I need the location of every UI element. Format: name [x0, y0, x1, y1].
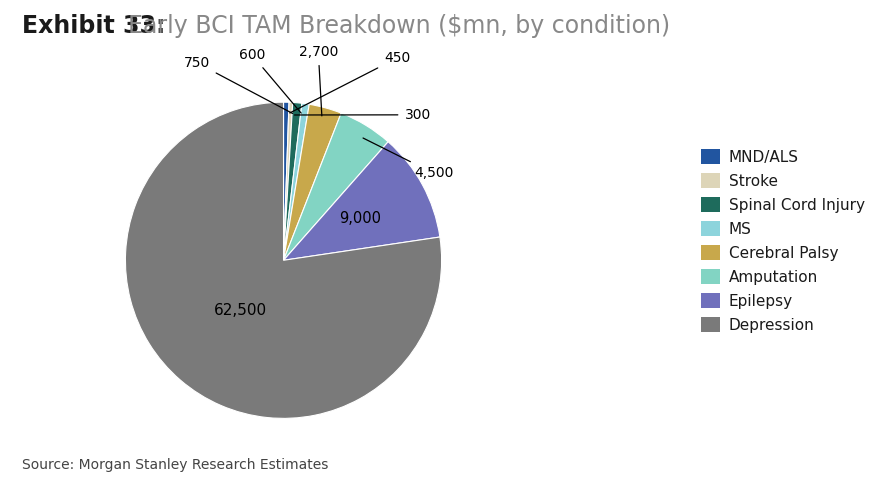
Legend: MND/ALS, Stroke, Spinal Cord Injury, MS, Cerebral Palsy, Amputation, Epilepsy, D: MND/ALS, Stroke, Spinal Cord Injury, MS,… [696, 145, 869, 337]
Wedge shape [284, 103, 309, 260]
Text: 9,000: 9,000 [339, 211, 381, 226]
Text: Exhibit 33:: Exhibit 33: [22, 14, 166, 39]
Wedge shape [284, 113, 388, 260]
Text: Early BCI TAM Breakdown ($mn, by condition): Early BCI TAM Breakdown ($mn, by conditi… [128, 14, 671, 39]
Wedge shape [284, 102, 292, 260]
Wedge shape [284, 102, 289, 260]
Wedge shape [126, 102, 441, 418]
Wedge shape [284, 104, 341, 260]
Text: 300: 300 [294, 108, 431, 122]
Text: 62,500: 62,500 [214, 303, 267, 318]
Text: 600: 600 [238, 48, 301, 113]
Text: 4,500: 4,500 [363, 138, 454, 180]
Text: 750: 750 [183, 55, 292, 113]
Text: 2,700: 2,700 [299, 45, 338, 116]
Text: Source: Morgan Stanley Research Estimates: Source: Morgan Stanley Research Estimate… [22, 458, 329, 472]
Wedge shape [284, 142, 439, 260]
Wedge shape [284, 103, 302, 260]
Text: 450: 450 [290, 51, 410, 113]
